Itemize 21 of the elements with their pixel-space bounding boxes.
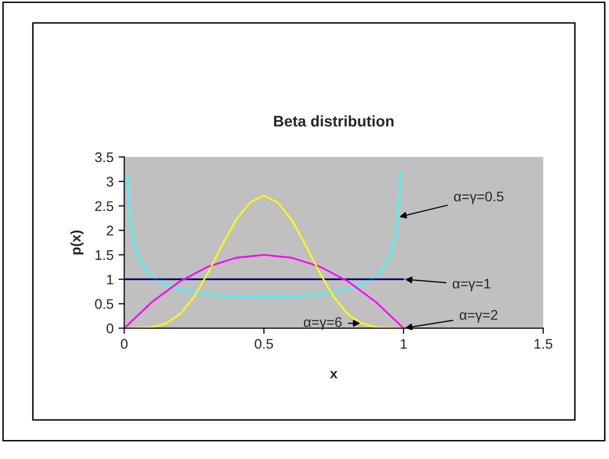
x-tick-label: 1 xyxy=(400,339,407,349)
x-axis-title: x xyxy=(330,370,338,378)
text: α=γ=1 xyxy=(452,278,490,292)
y-tick-label: 2.5 xyxy=(95,201,114,212)
line-series xyxy=(126,170,402,298)
y-tick-label: 1.5 xyxy=(96,250,114,260)
chart-title: Beta distribution xyxy=(274,115,394,127)
y-tick-label: 3.5 xyxy=(95,152,114,162)
y-tick-label: 1 xyxy=(107,274,114,284)
y-tick-label: 0.5 xyxy=(95,299,114,309)
line-series xyxy=(124,254,404,328)
x-tick-label: 0.5 xyxy=(254,338,273,349)
y-axis-title: p(x) xyxy=(70,230,84,254)
series-label: α=γ=6 xyxy=(304,317,342,330)
y-tick-label: 2 xyxy=(106,226,114,236)
x-tick-label: 1.5 xyxy=(534,339,552,349)
y-tick-label: 0 xyxy=(106,324,114,334)
x-tick-label: 0 xyxy=(120,338,128,349)
text: α=γ=0.5 xyxy=(454,192,504,204)
text: α=γ=2 xyxy=(460,310,498,323)
y-tick-label: 3 xyxy=(106,176,114,187)
